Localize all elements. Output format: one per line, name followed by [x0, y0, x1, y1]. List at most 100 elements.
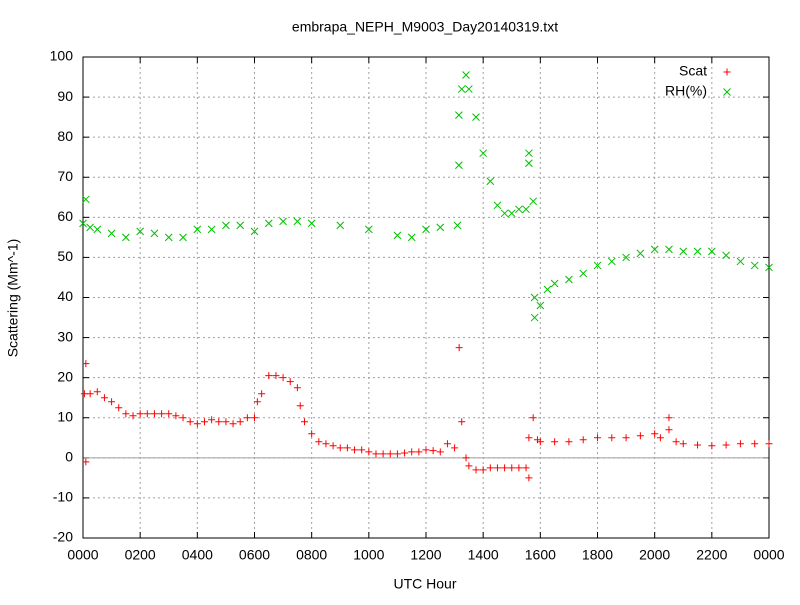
data-point [93, 388, 101, 396]
y-tick-label: 50 [57, 248, 73, 264]
data-point [457, 85, 466, 93]
data-point [607, 257, 616, 266]
x-tick-label: 0800 [296, 547, 327, 563]
data-point [455, 161, 463, 170]
data-point [525, 159, 533, 168]
data-point [751, 440, 759, 448]
data-point [236, 418, 244, 426]
data-point [186, 418, 194, 426]
data-point [515, 464, 523, 472]
data-point [407, 233, 416, 242]
data-point [708, 442, 716, 450]
data-point [458, 418, 466, 426]
data-point [279, 374, 287, 382]
data-point [525, 474, 533, 482]
data-point [393, 450, 401, 458]
data-point [222, 221, 230, 230]
data-point [501, 464, 509, 472]
data-point [465, 462, 473, 470]
data-point [579, 436, 587, 444]
data-point [258, 390, 266, 398]
data-point [565, 438, 573, 446]
y-tick-label: 90 [57, 88, 73, 104]
data-point [386, 450, 394, 458]
data-point [82, 195, 90, 204]
data-point [86, 223, 94, 232]
data-point [322, 440, 330, 448]
data-point [364, 225, 373, 234]
data-point [443, 440, 451, 448]
data-point [525, 434, 533, 442]
data-point [665, 414, 673, 422]
data-point [422, 446, 430, 454]
data-point [122, 233, 130, 242]
data-point [264, 219, 273, 228]
data-point [722, 441, 730, 449]
data-point [286, 378, 294, 386]
data-point [493, 464, 501, 472]
data-point [579, 269, 588, 278]
data-point [250, 227, 259, 236]
x-tick-label: 2200 [696, 547, 727, 563]
data-point [530, 313, 539, 322]
data-point [479, 466, 487, 474]
legend-marker [723, 68, 731, 76]
y-axis-label: Scattering (Mm^-1) [5, 239, 21, 358]
x-tick-label: 1000 [353, 547, 384, 563]
data-point [656, 434, 664, 442]
data-point [750, 261, 759, 270]
legend-label: Scat [679, 63, 707, 79]
y-tick-label: 20 [57, 368, 73, 384]
data-point [565, 275, 573, 284]
data-point [650, 245, 659, 254]
data-point [472, 113, 480, 121]
data-point [193, 225, 202, 234]
y-tick-label: -10 [53, 489, 73, 505]
x-tick-label: 1600 [525, 547, 556, 563]
data-point [401, 449, 409, 457]
data-point [422, 225, 430, 234]
data-point [593, 261, 602, 270]
data-point [315, 438, 323, 446]
data-point [122, 410, 130, 418]
y-tick-label: 60 [57, 208, 73, 224]
legend-label: RH(%) [665, 83, 707, 99]
plot-border [82, 56, 770, 539]
data-point [279, 217, 287, 226]
data-point [179, 414, 187, 422]
y-tick-label: 30 [57, 328, 73, 344]
data-point [296, 402, 304, 410]
data-point [465, 85, 473, 93]
data-point [236, 221, 245, 230]
data-point [622, 253, 630, 262]
data-point [193, 420, 201, 428]
data-point [451, 444, 459, 452]
y-tick-label: 70 [57, 168, 73, 184]
data-point [594, 434, 601, 442]
data-point [229, 420, 237, 428]
data-point [486, 177, 495, 186]
data-point [129, 412, 137, 420]
data-point [93, 225, 102, 234]
data-point [550, 279, 559, 288]
data-point [408, 448, 416, 456]
data-point [736, 440, 744, 448]
data-point [529, 197, 538, 206]
data-point [86, 390, 94, 398]
data-point [351, 446, 359, 454]
y-tick-label: 80 [57, 128, 73, 144]
data-point [143, 410, 151, 418]
data-point [693, 247, 702, 256]
y-tick-label: 10 [57, 408, 73, 424]
data-point [150, 229, 159, 238]
x-tick-label: 0600 [239, 547, 270, 563]
x-tick-label: 1800 [582, 547, 613, 563]
y-tick-label: -20 [53, 529, 73, 545]
data-point [493, 201, 502, 210]
data-point [265, 372, 273, 380]
data-point [100, 394, 108, 402]
data-point [329, 442, 337, 450]
data-point [522, 464, 530, 472]
x-tick-label: 0000 [67, 547, 98, 563]
data-point [551, 438, 559, 446]
